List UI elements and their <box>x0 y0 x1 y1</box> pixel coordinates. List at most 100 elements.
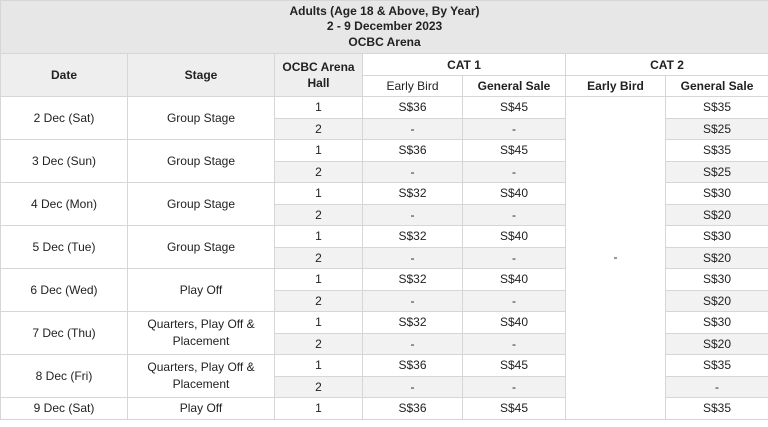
stage-cell: Group Stage <box>127 182 275 226</box>
cat1-general-sale-cell: - <box>462 160 566 183</box>
hall-cell: 2 <box>274 203 363 226</box>
cat1-early-bird-cell: - <box>362 289 463 312</box>
cat2-general-sale-cell: S$35 <box>664 139 768 162</box>
table-row: 2- - S$20 <box>1 332 768 355</box>
cat2-general-sale-cell: S$30 <box>664 311 768 334</box>
table-row: 2- - S$20 <box>1 289 768 312</box>
title-line-1: Adults (Age 18 & Above, By Year) <box>289 3 480 18</box>
cat1-early-bird-cell: S$36 <box>362 354 463 377</box>
header-stage: Stage <box>127 53 275 97</box>
date-cell: 4 Dec (Mon) <box>0 182 128 226</box>
cat1-early-bird-cell: - <box>362 117 463 140</box>
stage-cell: Quarters, Play Off & Placement <box>127 311 275 355</box>
table-body: 2 Dec (Sat) Group Stage 1 S$36 S$45- S$35 2- - S… <box>0 96 768 420</box>
cat2-general-sale-cell: S$35 <box>664 96 768 119</box>
hall-cell: 1 <box>274 139 363 162</box>
cat2-general-sale-cell: S$20 <box>664 332 768 355</box>
cat1-general-sale-cell: S$40 <box>462 311 566 334</box>
stage-cell: Group Stage <box>127 96 275 140</box>
table-row: 3 Dec (Sun) Group Stage 1 S$36 S$45 S$35 <box>0 139 768 183</box>
hall-cell: 1 <box>274 182 363 205</box>
cat1-general-sale-cell: - <box>462 246 566 269</box>
cat2-early-bird-cell: - <box>565 96 666 420</box>
cat1-early-bird-cell: S$36 <box>362 397 463 420</box>
header-hall: OCBC Arena Hall <box>274 53 363 97</box>
cat1-general-sale-cell: S$40 <box>462 182 566 205</box>
header-cat1-early-bird: Early Bird <box>362 75 463 97</box>
header-date: Date <box>0 53 128 97</box>
cat1-general-sale-cell: S$40 <box>462 268 566 291</box>
cat2-general-sale-cell: S$30 <box>664 182 768 205</box>
stage-cell: Play Off <box>127 397 275 420</box>
stage-cell: Quarters, Play Off & Placement <box>127 354 275 398</box>
cat1-early-bird-cell: S$36 <box>362 139 463 162</box>
date-cell: 7 Dec (Thu) <box>0 311 128 355</box>
hall-cell: 1 <box>274 354 363 377</box>
hall-cell: 2 <box>274 289 363 312</box>
date-cell: 2 Dec (Sat) <box>0 96 128 140</box>
cat2-general-sale-cell: S$20 <box>664 289 768 312</box>
date-cell: 6 Dec (Wed) <box>0 268 128 312</box>
table-row: 2- - S$20 <box>1 203 768 226</box>
header-cat2-early-bird: Early Bird <box>565 75 666 97</box>
table-row: 7 Dec (Thu) Quarters, Play Off & Placemen… <box>0 311 768 355</box>
cat1-early-bird-cell: S$36 <box>362 96 463 119</box>
cat1-general-sale-cell: S$45 <box>462 354 566 377</box>
cat1-general-sale-cell: - <box>462 375 566 398</box>
header-cat2: CAT 2 <box>564 53 768 76</box>
hall-cell: 1 <box>274 225 363 248</box>
cat2-general-sale-cell: S$35 <box>664 397 768 420</box>
cat1-general-sale-cell: S$45 <box>462 397 566 420</box>
stage-cell: Play Off <box>127 268 275 312</box>
date-cell: 5 Dec (Tue) <box>0 225 128 269</box>
cat1-general-sale-cell: S$45 <box>462 96 566 119</box>
cat1-general-sale-cell: - <box>462 289 566 312</box>
hall-cell: 2 <box>274 117 363 140</box>
header-cat1-general-sale: General Sale <box>462 75 566 97</box>
cat1-early-bird-cell: - <box>362 160 463 183</box>
cat1-general-sale-cell: S$45 <box>462 139 566 162</box>
table-row: 8 Dec (Fri) Quarters, Play Off & Placemen… <box>0 354 768 398</box>
hall-cell: 2 <box>274 375 363 398</box>
cat2-general-sale-cell: S$35 <box>664 354 768 377</box>
cat2-general-sale-cell: S$30 <box>664 225 768 248</box>
cat2-general-sale-cell: S$20 <box>664 246 768 269</box>
date-cell: 8 Dec (Fri) <box>0 354 128 398</box>
title-line-2: 2 - 9 December 2023 <box>326 19 443 34</box>
hall-cell: 1 <box>274 96 363 119</box>
cat1-general-sale-cell: - <box>462 117 566 140</box>
cat2-general-sale-cell: S$30 <box>664 268 768 291</box>
cat1-general-sale-cell: - <box>462 332 566 355</box>
cat2-general-sale-cell: S$25 <box>664 117 768 140</box>
cat2-general-sale-cell: - <box>664 375 768 398</box>
cat1-early-bird-cell: - <box>362 246 463 269</box>
cat1-early-bird-cell: - <box>362 375 463 398</box>
cat2-general-sale-cell: S$20 <box>664 203 768 226</box>
cat1-early-bird-cell: - <box>362 203 463 226</box>
table-row: 4 Dec (Mon) Group Stage 1 S$32 S$40 S$30 <box>0 182 768 226</box>
cat2-general-sale-cell: S$25 <box>664 160 768 183</box>
header-cat2-general-sale: General Sale <box>664 75 768 97</box>
hall-cell: 1 <box>274 311 363 334</box>
table-row: 2 Dec (Sat) Group Stage 1 S$36 S$45- S$35 <box>0 96 768 420</box>
stage-cell: Group Stage <box>127 225 275 269</box>
cat1-general-sale-cell: - <box>462 203 566 226</box>
table-title: Adults (Age 18 & Above, By Year) 2 - 9 D… <box>0 0 768 54</box>
table-row: 6 Dec (Wed) Play Off 1 S$32 S$40 S$30 <box>0 268 768 312</box>
table-row: 2--- <box>1 375 768 398</box>
hall-cell: 2 <box>274 160 363 183</box>
cat1-early-bird-cell: S$32 <box>362 311 463 334</box>
cat1-early-bird-cell: - <box>362 332 463 355</box>
cat1-early-bird-cell: S$32 <box>362 268 463 291</box>
table-row: 5 Dec (Tue) Group Stage 1 S$32 S$40 S$30 <box>0 225 768 269</box>
stage-cell: Group Stage <box>127 139 275 183</box>
cat1-general-sale-cell: S$40 <box>462 225 566 248</box>
hall-cell: 1 <box>274 268 363 291</box>
header-cat1: CAT 1 <box>362 53 566 76</box>
hall-cell: 2 <box>274 332 363 355</box>
table-row: 2- - S$25 <box>1 160 768 183</box>
cat1-early-bird-cell: S$32 <box>362 182 463 205</box>
title-line-3: OCBC Arena <box>348 34 421 49</box>
hall-cell: 2 <box>274 246 363 269</box>
